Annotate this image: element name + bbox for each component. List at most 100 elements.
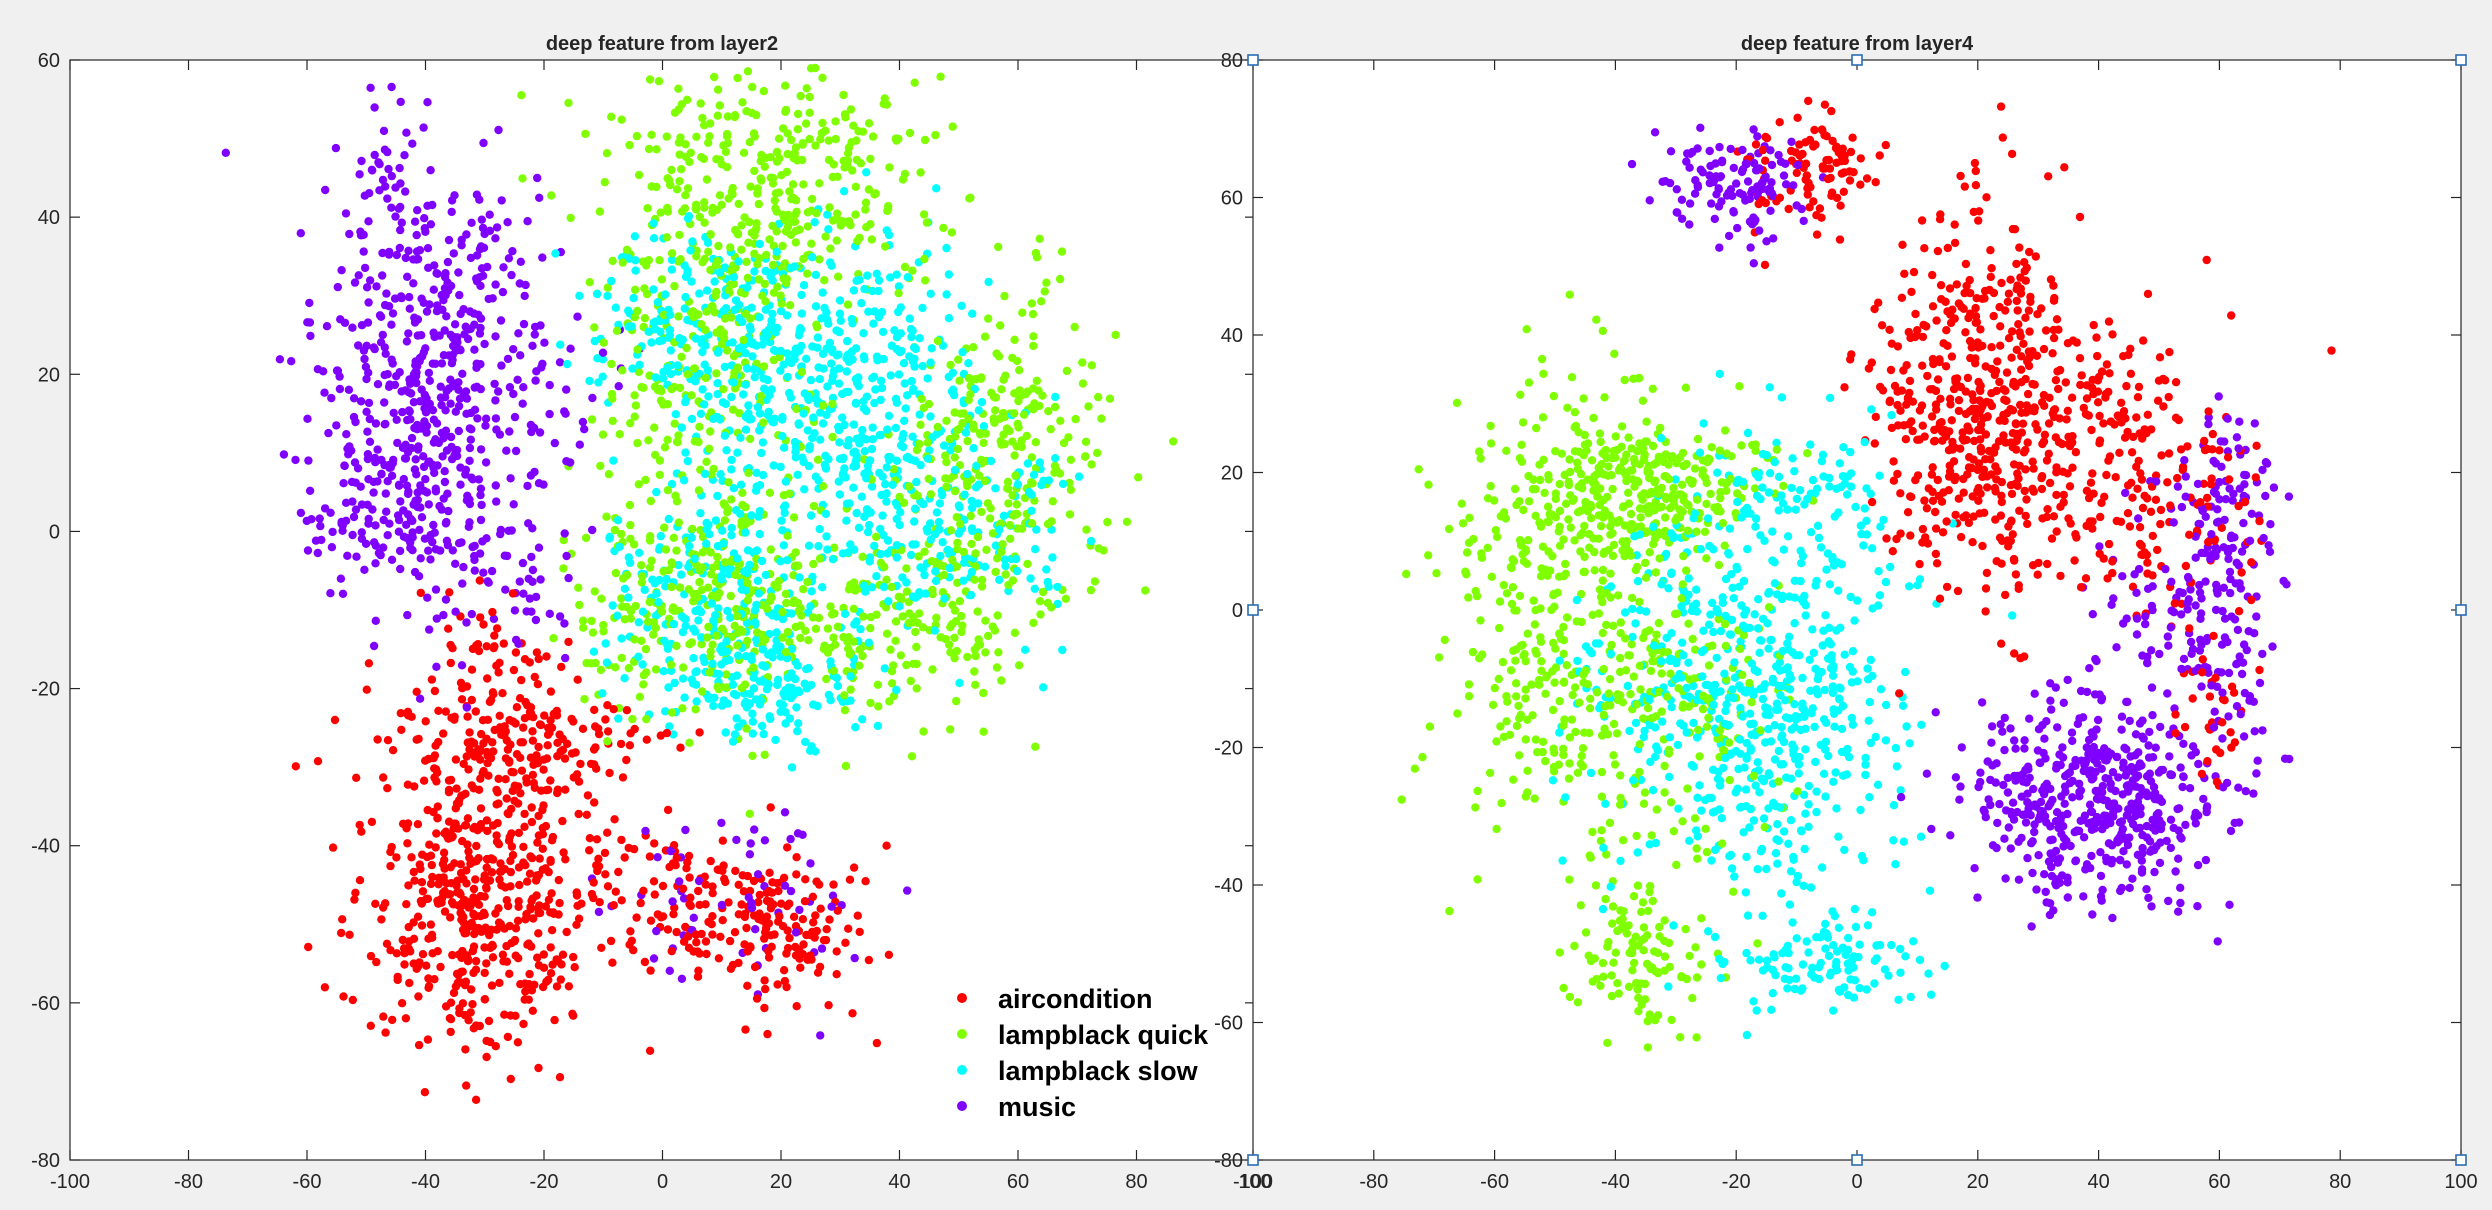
point-aircondition	[557, 662, 566, 672]
point-lampblack-quick	[1633, 881, 1643, 890]
point-lampblack-slow	[1840, 845, 1849, 855]
point-lampblack-quick	[979, 727, 988, 736]
point-aircondition	[2075, 212, 2085, 222]
point-music	[519, 319, 529, 329]
point-aircondition	[527, 803, 536, 812]
point-lampblack-slow	[764, 680, 773, 689]
point-music	[387, 471, 397, 480]
point-lampblack-slow	[786, 263, 795, 273]
point-lampblack-quick	[977, 582, 987, 591]
point-aircondition	[694, 966, 703, 975]
point-lampblack-slow	[776, 462, 785, 472]
point-lampblack-quick	[840, 706, 850, 715]
point-lampblack-quick	[743, 596, 753, 605]
point-lampblack-quick	[1639, 799, 1649, 808]
chart-layer4[interactable]: deep feature from layer4 -100 -80 -60 -40 -2…	[1214, 33, 2478, 1193]
point-lampblack-slow	[844, 441, 853, 450]
point-lampblack-quick	[928, 665, 937, 674]
point-music	[497, 196, 506, 205]
point-lampblack-quick	[815, 554, 825, 563]
point-aircondition	[589, 745, 599, 754]
point-lampblack-slow	[1792, 494, 1802, 504]
point-music	[530, 467, 539, 477]
point-aircondition	[557, 960, 566, 969]
point-aircondition	[642, 735, 651, 744]
point-lampblack-slow	[794, 331, 804, 340]
point-music	[555, 612, 565, 621]
point-music	[413, 206, 422, 215]
point-music	[477, 215, 486, 224]
point-lampblack-quick	[663, 486, 673, 495]
point-lampblack-quick	[1141, 586, 1150, 595]
point-lampblack-slow	[882, 463, 891, 472]
point-music	[328, 527, 337, 537]
point-lampblack-slow	[804, 392, 813, 401]
point-music	[2224, 668, 2234, 678]
point-aircondition	[601, 715, 610, 724]
point-lampblack-slow	[869, 319, 878, 328]
point-aircondition	[2006, 275, 2015, 284]
point-aircondition	[474, 923, 483, 933]
point-lampblack-quick	[1081, 437, 1091, 446]
point-aircondition	[649, 877, 659, 886]
point-aircondition	[2135, 523, 2145, 532]
point-lampblack-quick	[807, 239, 816, 248]
point-music	[465, 307, 475, 316]
point-lampblack-quick	[698, 687, 707, 696]
point-lampblack-quick	[791, 196, 801, 205]
point-lampblack-quick	[991, 406, 1000, 415]
point-music	[506, 474, 515, 483]
point-aircondition	[547, 889, 556, 898]
point-lampblack-quick	[825, 203, 834, 212]
point-music	[441, 595, 451, 604]
point-lampblack-quick	[789, 598, 798, 608]
point-aircondition	[535, 854, 544, 863]
point-aircondition	[1942, 326, 1951, 335]
chart-layer2[interactable]: deep feature from layer2 -100 -80 -60 -40 -2…	[31, 33, 1272, 1193]
point-lampblack-quick	[731, 570, 740, 580]
legend-marker	[957, 1029, 967, 1039]
point-aircondition	[765, 897, 775, 906]
point-lampblack-slow	[717, 571, 726, 580]
point-music	[850, 953, 859, 963]
point-aircondition	[348, 995, 357, 1005]
point-music	[365, 189, 374, 198]
point-music	[385, 247, 394, 257]
point-music	[458, 579, 467, 588]
point-lampblack-quick	[899, 498, 909, 508]
point-lampblack-quick	[977, 455, 986, 465]
point-music	[336, 574, 346, 583]
point-lampblack-slow	[728, 338, 737, 347]
point-lampblack-slow	[1027, 506, 1036, 515]
point-music	[465, 518, 474, 527]
point-lampblack-slow	[664, 514, 673, 524]
point-lampblack-quick	[778, 241, 787, 251]
point-music	[437, 359, 447, 368]
point-aircondition	[539, 755, 548, 764]
point-lampblack-slow	[722, 446, 731, 455]
point-lampblack-quick	[704, 247, 713, 256]
point-aircondition	[364, 659, 374, 668]
point-lampblack-quick	[828, 172, 837, 182]
point-music	[365, 414, 374, 424]
point-lampblack-slow	[691, 334, 701, 343]
point-aircondition	[428, 933, 437, 942]
point-lampblack-slow	[752, 546, 762, 555]
point-lampblack-quick	[739, 148, 749, 157]
y-tick-label: 20	[38, 364, 60, 386]
point-lampblack-slow	[741, 349, 750, 358]
point-lampblack-quick	[663, 207, 673, 216]
point-music	[381, 349, 390, 358]
point-lampblack-slow	[890, 326, 899, 335]
point-aircondition	[2052, 527, 2061, 536]
point-lampblack-quick	[836, 221, 845, 230]
point-lampblack-slow	[1783, 984, 1792, 993]
point-lampblack-slow	[809, 413, 818, 422]
point-aircondition	[492, 624, 502, 633]
point-lampblack-quick	[641, 644, 651, 654]
point-lampblack-slow	[819, 364, 828, 373]
point-lampblack-slow	[846, 540, 855, 549]
point-music	[350, 458, 360, 467]
point-lampblack-quick	[1704, 661, 1714, 670]
point-lampblack-quick	[927, 557, 936, 566]
